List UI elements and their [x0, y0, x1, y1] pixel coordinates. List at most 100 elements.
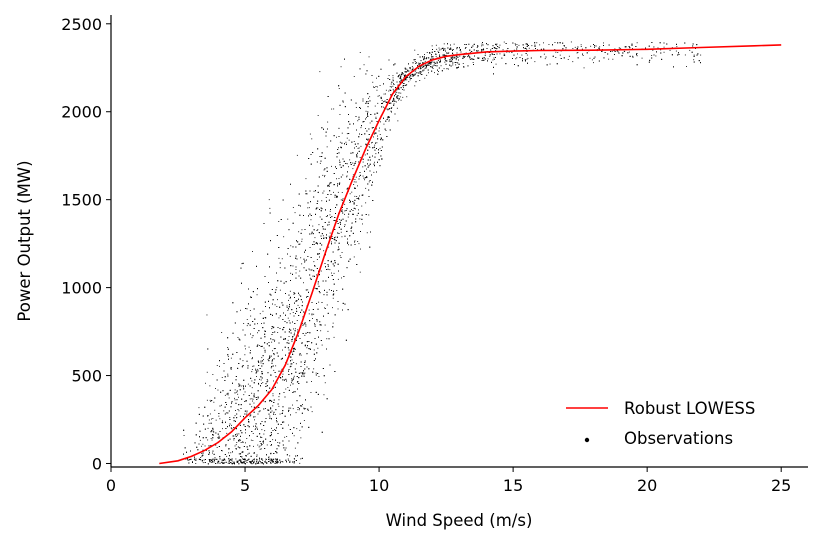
observation-point	[251, 431, 253, 432]
observation-point	[301, 412, 303, 414]
observation-point	[240, 459, 242, 461]
observation-point	[341, 277, 342, 279]
observation-point	[392, 88, 394, 90]
observation-point	[301, 405, 303, 407]
observation-point	[301, 457, 303, 459]
observation-point	[316, 303, 317, 304]
observation-point	[419, 64, 420, 66]
observation-point	[689, 49, 691, 51]
observation-point	[231, 424, 232, 426]
observation-point	[227, 426, 228, 428]
observation-point	[328, 235, 330, 237]
observation-point	[302, 325, 304, 326]
observation-point	[298, 409, 300, 411]
observation-point	[239, 384, 241, 386]
observation-point	[324, 175, 326, 176]
observation-point	[374, 113, 376, 115]
observation-point	[515, 58, 517, 60]
observation-point	[381, 103, 383, 104]
observation-point	[293, 461, 295, 463]
observation-point	[259, 457, 260, 459]
observation-point	[200, 457, 202, 458]
observation-point	[693, 54, 695, 56]
observation-point	[246, 460, 248, 461]
observation-point	[365, 187, 367, 189]
observation-point	[323, 315, 324, 317]
observation-point	[487, 58, 489, 60]
observation-point	[279, 413, 281, 415]
observation-point	[272, 439, 274, 441]
observation-point	[215, 463, 217, 464]
observation-point	[393, 98, 394, 100]
observation-point	[271, 334, 273, 335]
observation-point	[341, 192, 343, 193]
observation-point	[369, 96, 371, 98]
observation-point	[246, 412, 248, 414]
observation-point	[289, 455, 291, 457]
observation-point	[374, 105, 376, 107]
observation-point	[257, 332, 258, 334]
observation-point	[230, 462, 232, 464]
observation-point	[576, 52, 578, 54]
observation-point	[347, 241, 349, 243]
observation-point	[353, 163, 355, 165]
observation-point	[349, 258, 351, 260]
observation-point	[304, 364, 306, 365]
observation-point	[269, 207, 271, 209]
observation-point	[337, 249, 339, 251]
observation-point	[357, 143, 359, 145]
observation-point	[256, 407, 258, 409]
observation-point	[331, 108, 333, 110]
observation-point	[451, 60, 453, 62]
observation-point	[275, 439, 276, 441]
observation-point	[417, 65, 418, 67]
observation-point	[403, 83, 405, 84]
observation-point	[321, 218, 323, 220]
observation-point	[327, 194, 329, 195]
observation-point	[211, 418, 212, 420]
observation-point	[340, 223, 341, 225]
observation-point	[259, 445, 261, 447]
observation-point	[230, 368, 232, 370]
observation-point	[256, 399, 258, 400]
observation-point	[278, 370, 280, 372]
observation-point	[365, 144, 367, 146]
observation-point	[277, 332, 279, 333]
observation-point	[247, 425, 249, 427]
observation-point	[429, 62, 431, 63]
observation-point	[243, 461, 245, 462]
observation-point	[319, 324, 321, 326]
observation-point	[268, 300, 269, 302]
observation-point	[243, 394, 245, 396]
observation-point	[339, 182, 341, 184]
observation-point	[367, 139, 369, 141]
observation-point	[437, 50, 439, 52]
observation-point	[272, 461, 274, 462]
observation-point	[651, 57, 653, 59]
observation-point	[555, 51, 557, 53]
observation-point	[201, 459, 203, 461]
observation-point	[296, 381, 298, 383]
observation-point	[261, 444, 262, 446]
observation-point	[309, 269, 311, 271]
observation-point	[270, 445, 272, 446]
observation-point	[236, 417, 238, 419]
observation-point	[275, 460, 276, 462]
observation-point	[636, 64, 638, 66]
observation-point	[183, 435, 185, 436]
observation-point	[557, 52, 559, 53]
observation-point	[333, 108, 335, 110]
observation-point	[462, 56, 464, 58]
observation-point	[293, 391, 295, 393]
observation-point	[440, 48, 442, 50]
observation-point	[423, 69, 425, 71]
observation-point	[257, 463, 258, 464]
observation-point	[327, 121, 329, 123]
observation-point	[320, 210, 322, 212]
observation-point	[267, 409, 269, 411]
observation-point	[536, 42, 538, 44]
observation-point	[189, 459, 191, 460]
observation-point	[432, 68, 434, 69]
observation-point	[483, 48, 484, 50]
observation-point	[202, 462, 204, 464]
